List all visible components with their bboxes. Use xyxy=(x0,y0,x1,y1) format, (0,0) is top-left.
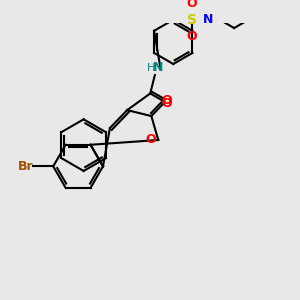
Text: N: N xyxy=(203,13,214,26)
Text: N: N xyxy=(153,61,164,74)
Text: Br: Br xyxy=(18,160,33,173)
Text: O: O xyxy=(161,94,172,106)
Text: O: O xyxy=(162,97,172,110)
Text: O: O xyxy=(186,30,197,43)
Text: O: O xyxy=(186,0,197,10)
Text: H: H xyxy=(147,63,155,73)
Text: O: O xyxy=(146,134,156,146)
Text: S: S xyxy=(187,13,197,27)
